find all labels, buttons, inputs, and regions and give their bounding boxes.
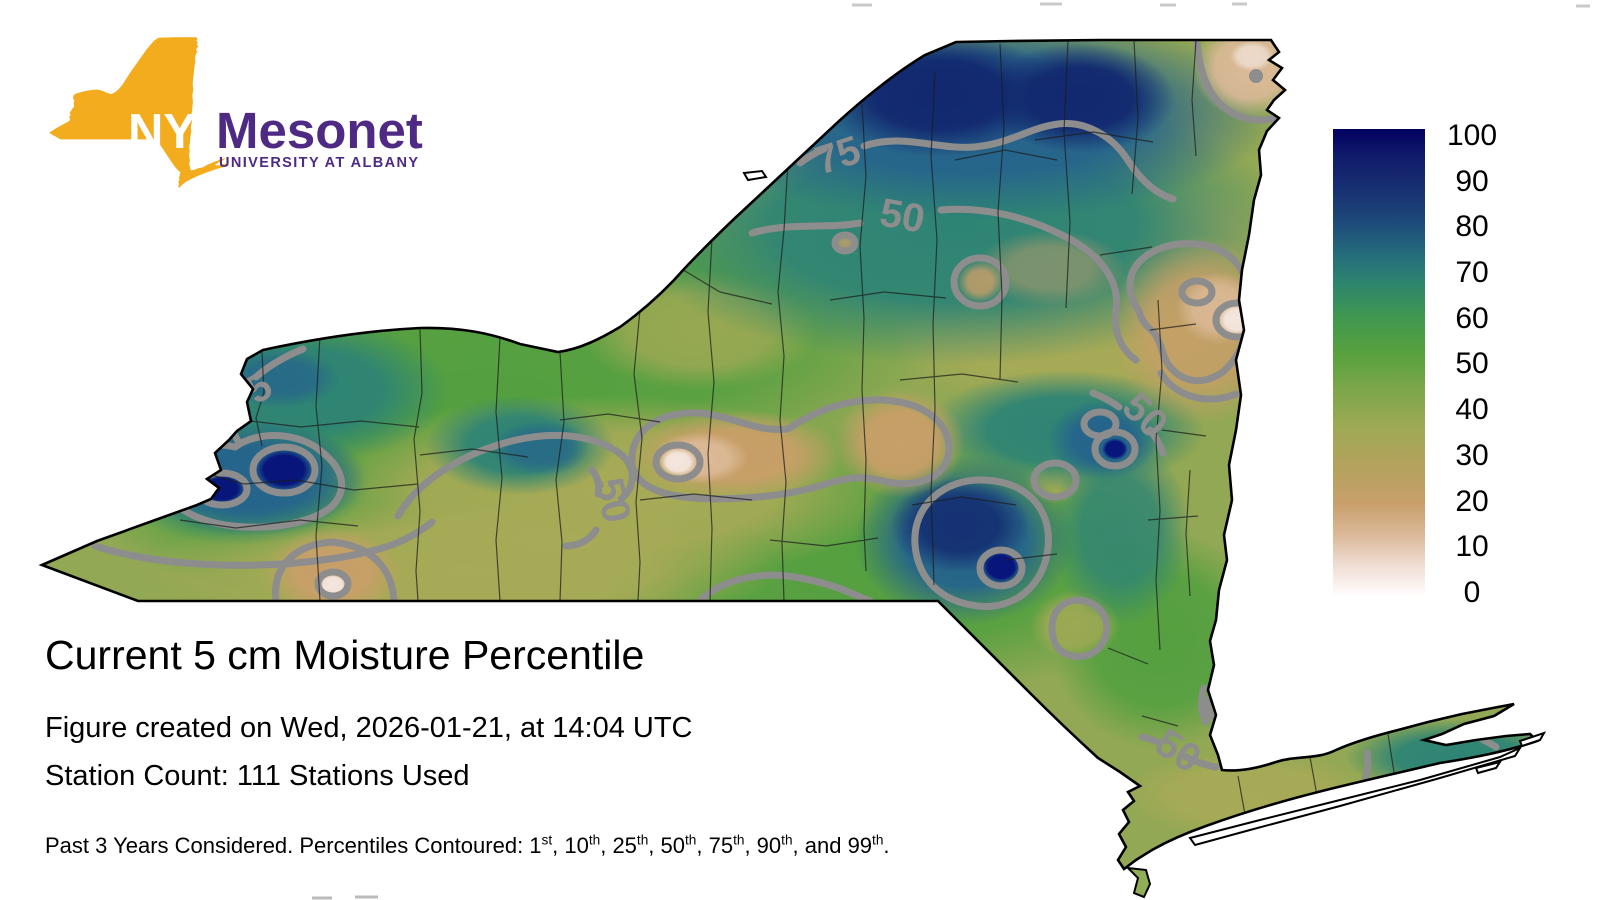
colorbar-tick-30: 30 [1455,439,1489,472]
footnote-segment: , 10th [552,833,601,859]
colorbar-tick-0: 0 [1463,576,1481,609]
county-borders [179,40,1395,821]
colorbar-tick-50: 50 [1455,347,1489,380]
logo-nys-text: NYS [128,105,229,159]
footnote-segment: , 90th [744,833,793,859]
figure-title: Current 5 cm Moisture Percentile [45,632,645,678]
created-timestamp: Figure created on Wed, 2026-01-21, at 14… [45,712,693,744]
colorbar-tick-40: 40 [1455,393,1489,426]
colorbar-tick-70: 70 [1455,256,1489,289]
colorbar-tick-90: 90 [1455,165,1489,198]
contour-label-50-central: 50 [587,474,639,527]
islands [742,169,1547,899]
colorbar-tick-100: 100 [1446,119,1498,152]
station-count: Station Count: 111 Stations Used [45,760,470,792]
colorbar-tick-80: 80 [1455,210,1489,243]
footnote-segment: , 75th [696,833,745,859]
nys-mesonet-logo: NYS Mesonet UNIVERSITY AT ALBANY [49,37,423,189]
footnote-segment: . [883,833,890,859]
footnote-segment: , and 99th [792,833,884,859]
colorbar-tick-60: 60 [1455,302,1489,335]
contour-label-50-north: 50 [877,191,928,242]
contour-lines [91,40,1500,803]
footnote: Past 3 Years Considered. Percentiles Con… [45,833,890,859]
logo-brand-text: Mesonet [216,102,423,159]
clipped-border-fragments [312,2,1590,900]
colorbar-tick-20: 20 [1455,485,1489,518]
logo-university-text: UNIVERSITY AT ALBANY [219,155,419,171]
footnote-segment: , 25th [600,833,649,859]
footnote-segment: , 50th [648,833,697,859]
footnote-segment: Past 3 Years Considered. Percentiles Con… [45,833,553,859]
colorbar-gradient [1333,129,1425,597]
colorbar-tick-10: 10 [1455,530,1489,563]
